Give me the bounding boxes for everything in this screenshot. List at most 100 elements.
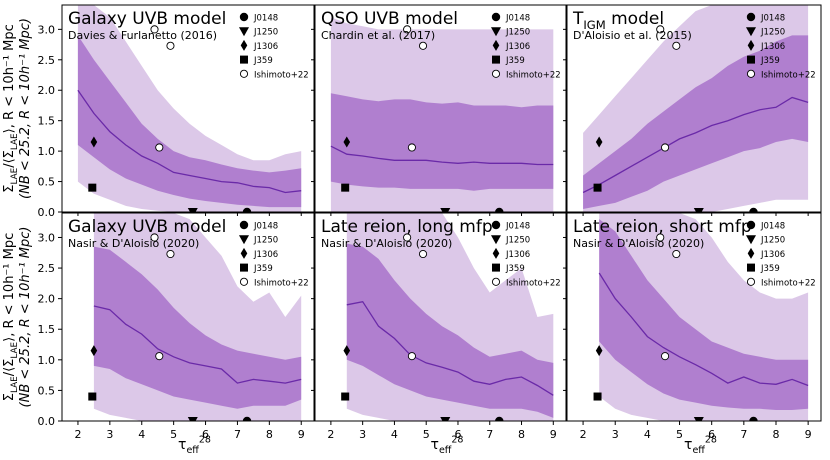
y-tick-label: 1.5 bbox=[38, 115, 56, 128]
legend-marker-J359 bbox=[747, 55, 755, 64]
legend-marker-Ishimoto+22 bbox=[746, 69, 756, 78]
obs-J1250 bbox=[187, 208, 198, 212]
legend-marker-J1250 bbox=[746, 235, 756, 245]
legend-label: J1306 bbox=[760, 250, 785, 260]
obs-ishimoto-3 bbox=[661, 143, 670, 152]
x-tick-label: 3 bbox=[106, 428, 113, 441]
inner-band bbox=[599, 219, 809, 410]
obs-ishimoto-1 bbox=[403, 25, 412, 34]
y-tick-label: 2.0 bbox=[38, 293, 56, 306]
inner-band bbox=[77, 35, 302, 208]
legend-label: J359 bbox=[253, 264, 273, 274]
inner-band bbox=[330, 93, 554, 191]
panel-frame bbox=[61, 4, 315, 213]
panel-subtitle: Chardin et al. (2017) bbox=[321, 29, 435, 42]
x-tick-label: 5 bbox=[170, 428, 177, 441]
legend-marker-Ishimoto+22 bbox=[491, 69, 501, 78]
y-tick-label: 3.0 bbox=[38, 23, 56, 36]
obs-J0148 bbox=[242, 416, 252, 421]
panel-subtitle: Nasir & D'Aloisio (2020) bbox=[321, 237, 452, 250]
plot-area bbox=[77, 5, 302, 212]
text-span: 28 bbox=[199, 435, 211, 446]
obs-J0148 bbox=[749, 207, 758, 212]
legend-marker-Ishimoto+22 bbox=[239, 69, 249, 78]
plot-area bbox=[593, 213, 809, 421]
y-axis-label-line1: ΣLAE/⟨ΣLAE⟩, R < 10h⁻¹ Mpc bbox=[2, 233, 20, 402]
obs-ishimoto-1 bbox=[403, 233, 412, 242]
legend-marker-J0148 bbox=[239, 12, 249, 22]
legend-label: J0148 bbox=[505, 222, 530, 232]
panel-subtitle: Davies & Furlanetto (2016) bbox=[68, 29, 217, 42]
y-axis-label-2: ΣLAE/⟨ΣLAE⟩, R < 10h⁻¹ Mpc (NB < 25.2, R … bbox=[2, 227, 33, 408]
obs-J0148 bbox=[242, 207, 252, 212]
legend-marker-J1306 bbox=[492, 39, 500, 51]
obs-J1306 bbox=[343, 136, 351, 148]
legend-marker-J1250 bbox=[491, 27, 501, 37]
panel-title: Late reion, long mfp bbox=[321, 217, 493, 237]
legend-label: J1250 bbox=[760, 236, 785, 246]
obs-ishimoto-2 bbox=[418, 249, 428, 259]
text-span: Late reion, short mfp bbox=[573, 217, 752, 237]
obs-ishimoto-3 bbox=[155, 143, 164, 152]
text-span: LAE bbox=[10, 376, 20, 393]
text-span: LAE bbox=[10, 341, 20, 358]
text-span: LAE bbox=[10, 167, 20, 184]
x-tick-label: 4 bbox=[644, 428, 651, 441]
legend-label: J1306 bbox=[253, 42, 278, 52]
x-axis-label: τeff28 bbox=[178, 435, 211, 457]
text-span: Σ bbox=[2, 393, 17, 401]
legend-label: J0148 bbox=[760, 14, 785, 24]
y-tick-label: 3.0 bbox=[38, 231, 56, 244]
legend-label: J1306 bbox=[505, 42, 530, 52]
text-span: eff bbox=[186, 445, 199, 456]
median-line bbox=[93, 305, 302, 384]
y-tick-label: 1.0 bbox=[38, 145, 56, 158]
obs-ishimoto-1 bbox=[150, 233, 159, 242]
y-tick-label: 2.5 bbox=[38, 262, 56, 275]
panel-title: Galaxy UVB model bbox=[68, 9, 226, 29]
legend-label: J359 bbox=[505, 264, 525, 274]
text-span: eff bbox=[692, 445, 705, 456]
y-tick-label: 2.5 bbox=[38, 54, 56, 67]
panel-frame bbox=[61, 212, 315, 422]
panel-subtitle: Nasir & D'Aloisio (2020) bbox=[573, 237, 704, 250]
x-tick-label: 9 bbox=[550, 428, 557, 441]
x-tick-label: 8 bbox=[518, 428, 525, 441]
obs-ishimoto-2 bbox=[672, 249, 681, 259]
legend-label: J1250 bbox=[253, 28, 278, 38]
legend-label: J1250 bbox=[760, 28, 785, 38]
legend-marker-Ishimoto+22 bbox=[239, 277, 249, 286]
legend-label: J1306 bbox=[505, 250, 530, 260]
x-tick-label: 5 bbox=[676, 428, 683, 441]
median-line bbox=[346, 300, 554, 396]
x-tick-label: 7 bbox=[486, 428, 493, 441]
legend-marker-J1306 bbox=[492, 247, 500, 259]
legend-marker-Ishimoto+22 bbox=[491, 277, 501, 286]
legend-label: J359 bbox=[760, 264, 780, 274]
legend-label: J0148 bbox=[505, 14, 530, 24]
y-tick-label: 0.5 bbox=[38, 176, 56, 189]
panel-title: Galaxy UVB model bbox=[68, 217, 226, 237]
panel-frame bbox=[314, 4, 567, 213]
y-tick-label: 1.5 bbox=[38, 323, 56, 336]
legend-label: Ishimoto+22 bbox=[761, 278, 816, 288]
panel-frame bbox=[566, 4, 822, 213]
text-span: LAE bbox=[10, 133, 20, 150]
text-span: /⟨Σ bbox=[2, 150, 17, 168]
legend-label: J359 bbox=[253, 56, 273, 66]
obs-ishimoto-2 bbox=[166, 249, 175, 259]
text-span: T bbox=[572, 9, 584, 29]
y-tick-label: 0.0 bbox=[38, 206, 56, 219]
x-tick-label: 7 bbox=[234, 428, 241, 441]
y-axis-label-line1: ΣLAE/⟨ΣLAE⟩, R < 10h⁻¹ Mpc bbox=[2, 24, 20, 193]
y-axis-label-line2: (NB < 25.2, R < 10h⁻¹ Mpc) bbox=[18, 227, 33, 408]
x-tick-label: 2 bbox=[327, 428, 334, 441]
panel-1: 0.0 0.5 1.0 1.5 2.0 2.5 3.0 Galaxy UVB modelDav… bbox=[38, 4, 315, 219]
legend-marker-J1306 bbox=[240, 39, 248, 51]
obs-ishimoto-3 bbox=[155, 352, 164, 361]
text-span: τ bbox=[178, 437, 186, 453]
obs-ishimoto-1 bbox=[656, 25, 665, 34]
